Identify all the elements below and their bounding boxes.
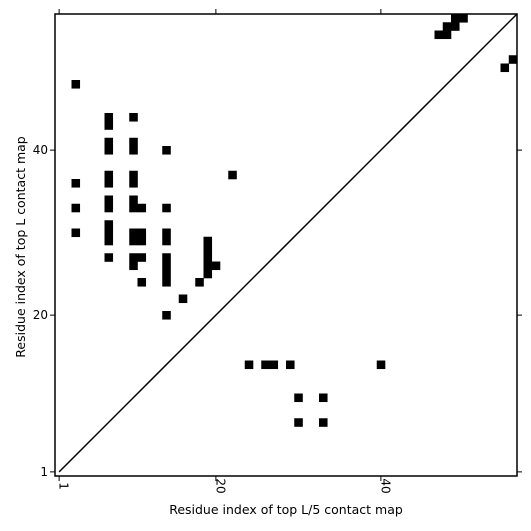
contact-cell xyxy=(137,236,147,246)
contact-cell xyxy=(178,294,188,304)
contact-cell xyxy=(71,228,81,238)
contact-cell xyxy=(162,203,171,213)
axis-ticks: 1 20 40 1 20 40 xyxy=(33,9,522,494)
y-tick-label: 1 xyxy=(40,465,48,479)
contact-cell xyxy=(129,179,138,188)
contact-cell xyxy=(162,236,171,246)
contact-cell xyxy=(104,195,114,205)
diagonal-line xyxy=(58,13,518,473)
contact-cell xyxy=(162,311,171,320)
contact-cell xyxy=(129,261,138,271)
contact-cell xyxy=(129,253,138,262)
contact-cell xyxy=(129,137,138,147)
contact-cell xyxy=(137,278,147,287)
contact-cell xyxy=(137,253,147,262)
contact-cell xyxy=(104,236,114,246)
contact-cell xyxy=(319,418,328,427)
contact-cell xyxy=(261,360,270,370)
contact-cell xyxy=(137,203,147,213)
contact-cell xyxy=(137,228,147,238)
contact-cell xyxy=(162,146,171,155)
y-tick-label: 20 xyxy=(33,308,48,322)
y-tick-label: 40 xyxy=(33,143,48,157)
contact-cell xyxy=(203,253,213,262)
contact-cell xyxy=(104,121,114,130)
contact-cell xyxy=(195,278,204,287)
contact-cell xyxy=(162,228,171,238)
contact-cell xyxy=(376,360,386,370)
contact-cell xyxy=(129,236,138,246)
contact-cell xyxy=(203,245,213,254)
contact-cell xyxy=(211,261,221,271)
contact-cell xyxy=(104,137,114,147)
contact-cell xyxy=(129,203,138,213)
contact-cell xyxy=(319,393,328,403)
contact-cell xyxy=(451,22,460,31)
plot-frame xyxy=(54,13,518,477)
contact-cell xyxy=(508,55,518,64)
contact-cell xyxy=(129,228,138,238)
contact-cell xyxy=(162,269,171,279)
contact-cell xyxy=(104,179,114,188)
contact-cell xyxy=(459,14,468,23)
contact-cell xyxy=(162,261,171,271)
contact-cell xyxy=(162,253,171,262)
contact-cell xyxy=(442,22,452,31)
contact-cell xyxy=(203,261,213,271)
contact-cell xyxy=(500,63,510,73)
contact-cell xyxy=(104,253,114,262)
contact-cell xyxy=(286,360,295,370)
x-tick-label: 40 xyxy=(378,478,392,493)
contact-cell xyxy=(244,360,254,370)
contact-cell xyxy=(228,170,237,180)
x-tick-label: 20 xyxy=(213,478,227,493)
contact-cell xyxy=(104,203,114,213)
contact-cell xyxy=(104,146,114,155)
contact-cell xyxy=(71,179,81,188)
contact-cell xyxy=(294,418,303,427)
contact-cell xyxy=(104,113,114,122)
contact-cell xyxy=(203,269,213,279)
contact-cell xyxy=(203,236,213,246)
contact-cell xyxy=(294,393,303,403)
contact-cell xyxy=(104,220,114,229)
contact-cell xyxy=(104,170,114,180)
contact-cell xyxy=(269,360,279,370)
contact-cell xyxy=(129,146,138,155)
contact-cell xyxy=(129,170,138,180)
x-tick-label: 1 xyxy=(57,482,71,490)
contact-cell xyxy=(129,195,138,205)
contact-cell xyxy=(71,203,81,213)
contact-cell xyxy=(434,30,444,40)
contact-cell xyxy=(162,278,171,287)
contact-cell xyxy=(104,228,114,238)
y-axis-label: Residue index of top L contact map xyxy=(13,136,28,357)
contact-cell xyxy=(442,30,452,40)
contact-cell xyxy=(71,80,81,89)
contact-cell xyxy=(451,14,460,23)
contact-cells xyxy=(71,14,518,427)
contact-cell xyxy=(129,113,138,122)
x-axis-label: Residue index of top L/5 contact map xyxy=(169,502,403,517)
